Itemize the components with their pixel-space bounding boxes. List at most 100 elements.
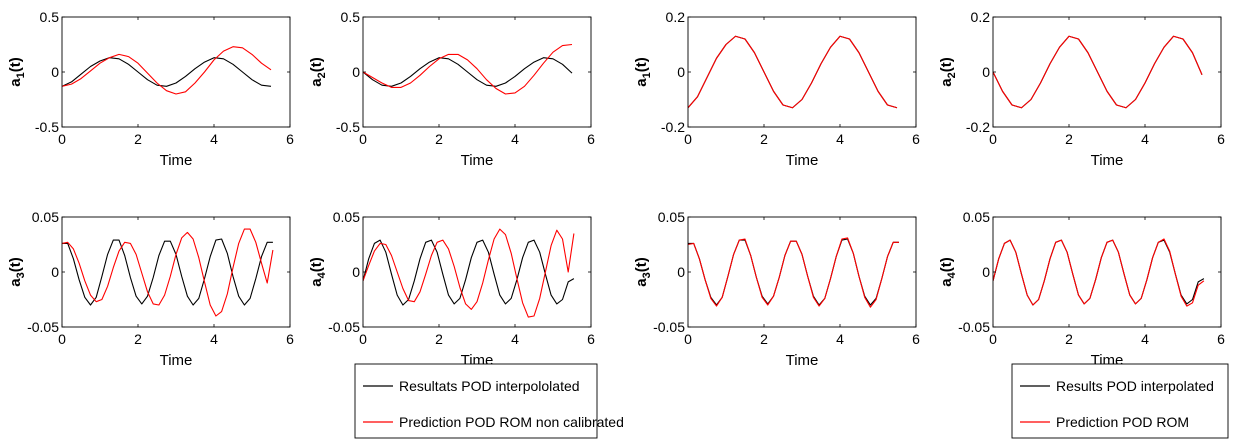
y-tick-label: -0.5 [35, 119, 59, 135]
legend-right: Results POD interpolated Prediction POD R… [1011, 363, 1229, 439]
x-tick-label: 4 [210, 331, 218, 347]
x-tick-label: 6 [1217, 131, 1225, 147]
y-tick-label: -0.2 [661, 119, 685, 135]
x-tick-label: 6 [912, 131, 920, 147]
y-label-suffix: (t) [308, 57, 325, 72]
y-label-base: a [308, 278, 325, 287]
legend-label: Results POD interpolated [1056, 378, 1214, 394]
x-tick-label: 0 [58, 131, 66, 147]
x-tick-label: 2 [435, 331, 443, 347]
y-axis-label: a2(t) [938, 57, 958, 86]
y-tick-label: 0.05 [32, 209, 59, 225]
series-line-red [363, 228, 575, 318]
y-tick-label: -0.05 [958, 319, 990, 335]
y-tick-label: 0 [352, 264, 360, 280]
axes-box [687, 16, 917, 128]
y-tick-label: 0.05 [333, 209, 360, 225]
y-label-subscript: 2 [946, 72, 958, 78]
legend-left: Resultats POD interpololated Prediction P… [354, 363, 624, 439]
x-axis-label: Time [1091, 152, 1124, 169]
y-tick-label: 0.2 [666, 9, 686, 25]
axes-box [687, 216, 917, 328]
axes-box [61, 216, 291, 328]
y-tick-label: 0.5 [40, 9, 60, 25]
y-label-subscript: 2 [316, 72, 328, 78]
x-tick-label: 2 [134, 131, 142, 147]
x-tick-label: 6 [912, 331, 920, 347]
series-line-red [993, 35, 1203, 109]
y-label-subscript: 3 [15, 272, 27, 278]
series-line-red [363, 43, 573, 95]
x-tick-label: 2 [1065, 131, 1073, 147]
y-axis-label: a4(t) [308, 257, 328, 286]
x-tick-label: 0 [359, 131, 367, 147]
y-axis-label: a3(t) [7, 257, 27, 286]
y-label-base: a [633, 278, 650, 287]
x-axis-label: Time [461, 152, 494, 169]
x-tick-label: 6 [587, 131, 595, 147]
y-tick-label: 0 [677, 264, 685, 280]
x-tick-label: 2 [1065, 331, 1073, 347]
series-line-red [688, 237, 899, 308]
axes-box [362, 16, 592, 128]
series-line-black [688, 238, 899, 306]
x-tick-label: 6 [1217, 331, 1225, 347]
y-tick-label: -0.05 [27, 319, 59, 335]
y-tick-label: 0.05 [658, 209, 685, 225]
y-tick-label: 0 [352, 64, 360, 80]
legend-box [1011, 363, 1229, 439]
y-tick-label: 0.05 [963, 209, 990, 225]
y-label-base: a [938, 278, 955, 287]
y-tick-label: 0.2 [971, 9, 991, 25]
series-line-black [688, 35, 898, 109]
y-label-subscript: 1 [15, 72, 27, 78]
x-tick-label: 6 [286, 131, 294, 147]
y-label-base: a [7, 78, 24, 87]
series-line-red [688, 35, 898, 109]
y-axis-label: a4(t) [938, 257, 958, 286]
x-tick-label: 0 [58, 331, 66, 347]
y-label-subscript: 1 [641, 72, 653, 78]
y-tick-label: -0.5 [336, 119, 360, 135]
x-axis-label: Time [786, 152, 819, 169]
y-tick-label: 0 [51, 64, 59, 80]
legend-label: Prediction POD ROM [1056, 414, 1189, 430]
x-tick-label: 0 [989, 131, 997, 147]
axes-box [992, 216, 1222, 328]
y-label-suffix: (t) [308, 257, 325, 272]
series-line-black [363, 239, 575, 306]
axes-box [992, 16, 1222, 128]
y-tick-label: -0.05 [328, 319, 360, 335]
y-axis-label: a3(t) [633, 257, 653, 286]
x-tick-label: 2 [760, 131, 768, 147]
axes-box [61, 16, 291, 128]
y-tick-label: -0.05 [653, 319, 685, 335]
y-axis-label: a2(t) [308, 57, 328, 86]
series-line-red [993, 238, 1205, 307]
y-label-base: a [938, 78, 955, 87]
y-axis-label: a1(t) [7, 57, 27, 86]
legend-box [354, 363, 598, 439]
series-line-red [62, 228, 274, 317]
x-tick-label: 0 [359, 331, 367, 347]
legend-label: Prediction POD ROM non calibrated [399, 414, 624, 430]
y-label-suffix: (t) [938, 257, 955, 272]
x-tick-label: 2 [134, 331, 142, 347]
y-axis-label: a1(t) [633, 57, 653, 86]
x-tick-label: 4 [511, 331, 519, 347]
x-tick-label: 4 [511, 131, 519, 147]
series-line-black [62, 238, 273, 306]
series-line-black [993, 239, 1205, 306]
x-tick-label: 4 [836, 131, 844, 147]
y-label-suffix: (t) [7, 257, 24, 272]
x-tick-label: 2 [435, 131, 443, 147]
